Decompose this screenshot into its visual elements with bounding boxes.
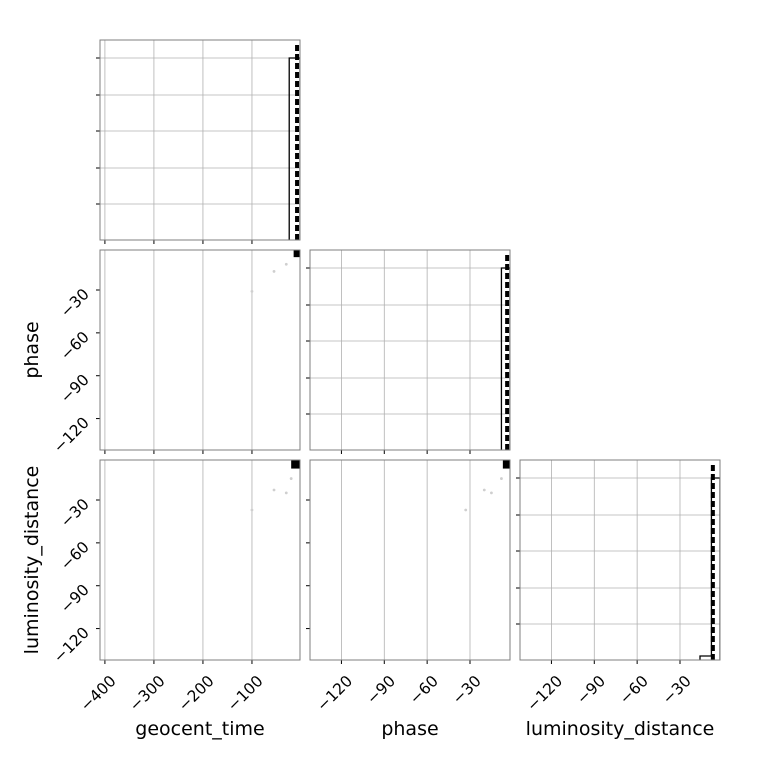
x-tick-label: −120 (313, 672, 356, 715)
panel-frame (99, 249, 301, 451)
scatter-point (500, 477, 503, 480)
y-tick-label: −120 (50, 414, 93, 457)
panel-phase-vs-phase (306, 249, 511, 454)
panel-frame (519, 459, 721, 661)
x-tick-label: −200 (175, 672, 218, 715)
scatter-point (289, 477, 293, 480)
panel-frame (309, 249, 511, 451)
scatter-point (464, 508, 468, 512)
y-tick-label: −60 (57, 328, 93, 364)
x-axis-label-phase: phase (381, 718, 438, 740)
x-tick-label: −60 (616, 672, 652, 708)
y-axis-label-luminosity-distance: luminosity_distance (21, 466, 43, 655)
x-tick-label: −90 (573, 672, 609, 708)
panel-frame (99, 39, 301, 241)
y-tick-label: −30 (57, 495, 93, 531)
x-tick-label: −300 (126, 672, 169, 715)
y-tick-label: −90 (57, 581, 93, 617)
scatter-point (272, 270, 276, 273)
histogram-step-luminosity_distance (699, 477, 720, 660)
scatter-point (490, 491, 493, 495)
scatter-point (284, 491, 288, 495)
y-tick-label: −60 (57, 538, 93, 574)
panel-frame (309, 459, 511, 661)
panel-luminosity_distance-vs-geocent_time: −120 −90 −60 −30 −400 −300 −200 −100 (50, 459, 301, 715)
scatter-point (250, 508, 254, 512)
x-tick-label: −100 (224, 672, 267, 715)
x-tick-label: −30 (659, 672, 695, 708)
panel-luminosity_distance-vs-phase: −120 −90 −60 −30 (306, 459, 511, 715)
x-tick-label: −90 (363, 672, 399, 708)
panel-geocent_time-vs-geocent_time (96, 39, 301, 244)
scatter-point (272, 488, 276, 492)
x-tick-label: −120 (523, 672, 566, 715)
x-axis-label-geocent-time: geocent_time (135, 718, 264, 740)
x-axis-label-luminosity-distance: luminosity_distance (526, 718, 715, 740)
panel-frame (99, 459, 301, 661)
x-tick-label: −30 (449, 672, 485, 708)
x-tick-label: −60 (406, 672, 442, 708)
panel-luminosity_distance-vs-luminosity_distance: −120 −90 −60 −30 (516, 459, 721, 715)
y-tick-label: −30 (57, 285, 93, 321)
scatter-point (250, 290, 254, 293)
panel-phase-vs-geocent_time: −120 −90 −60 −30 (50, 249, 301, 457)
density-core (502, 460, 510, 469)
x-tick-label: −400 (77, 672, 120, 715)
scatter-point (482, 488, 486, 492)
y-tick-label: −90 (57, 371, 93, 407)
y-axis-label-phase: phase (21, 321, 43, 378)
density-core (291, 460, 300, 469)
density-core (293, 250, 300, 258)
scatter-point (284, 262, 288, 266)
y-tick-label: −120 (50, 624, 93, 667)
